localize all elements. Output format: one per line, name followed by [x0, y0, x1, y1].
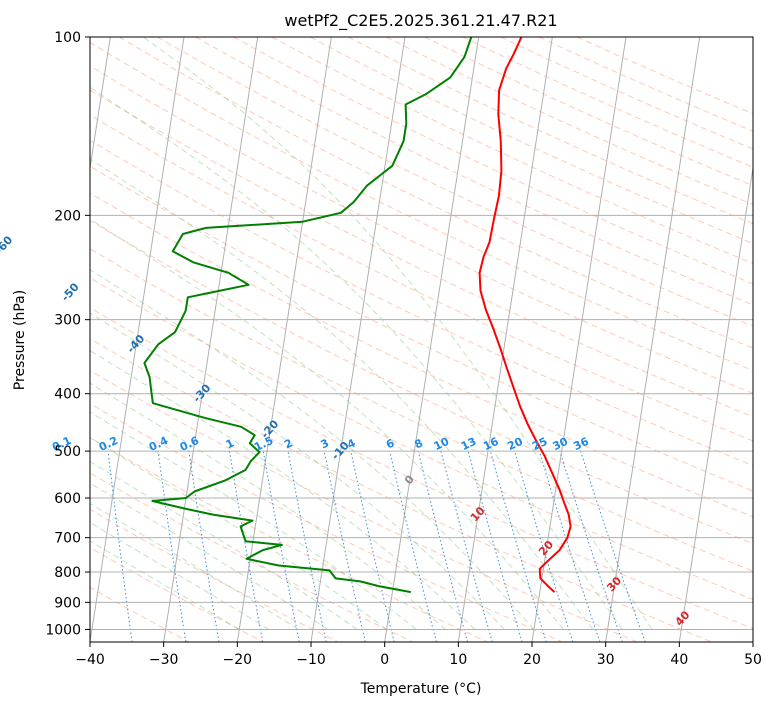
moist-adiabat: [90, 460, 358, 630]
dry-adiabat: [90, 114, 753, 442]
x-tick-label: 40: [670, 652, 688, 668]
x-tick-label: 0: [380, 652, 389, 668]
y-tick-label: 700: [54, 531, 81, 547]
moist-adiabat: [90, 437, 387, 630]
y-axis: 100 200 300 400 500 600 700 800 900 1000: [45, 30, 90, 638]
dewpoint-line: [143, 37, 473, 594]
temperature-line: [478, 37, 572, 593]
y-tick-label: 600: [54, 491, 81, 507]
dry-adiabat: [90, 338, 712, 642]
dry-adiabat: [347, 37, 753, 225]
plot-frame: [89, 36, 754, 643]
moist-adiabat: [90, 382, 446, 630]
moist-adiabat: [90, 540, 240, 630]
moist-adiabat: [142, 37, 653, 630]
dry-adiabat: [386, 37, 753, 206]
dry-adiabat: [90, 437, 488, 642]
dry-adiabat: [157, 37, 753, 327]
isotherm-line: [605, 37, 701, 642]
mixing-ratio-label: 13: [459, 435, 478, 453]
dry-adiabat: [195, 37, 753, 306]
y-tick-label: 100: [54, 30, 81, 46]
dry-adiabat: [90, 508, 339, 642]
x-tick-label: −30: [149, 652, 179, 668]
y-tick-label: 300: [54, 313, 81, 329]
dry-adiabat: [118, 37, 753, 349]
y-tick-label: 400: [54, 387, 81, 403]
x-tick-label: 10: [449, 652, 467, 668]
moist-adiabat: [90, 218, 564, 630]
x-tick-label: −10: [296, 652, 326, 668]
moist-adiabat: [90, 86, 623, 630]
dry-adiabat: [90, 248, 753, 572]
y-tick-label: 200: [54, 208, 81, 224]
x-axis: −40 −30 −20 −10 0 10 20 30 40 50: [75, 642, 762, 668]
isotherm-line: [310, 37, 406, 642]
x-tick-label: 20: [523, 652, 541, 668]
x-axis-label: Temperature (°C): [360, 681, 482, 697]
moist-adiabat: [90, 158, 594, 630]
isotherm-line: [384, 37, 480, 642]
isotherm-line: [163, 37, 259, 642]
dry-adiabat: [90, 277, 753, 601]
dry-adiabat: [271, 37, 753, 265]
mixing-ratio-label: 16: [481, 435, 501, 453]
mixing-ratio-label: 20: [505, 435, 525, 453]
dry-adiabat: [90, 89, 753, 418]
isotherm-line: [90, 37, 185, 642]
mixing-ratio-label: 10: [432, 435, 452, 453]
mixing-ratio-label: 30: [551, 435, 571, 453]
chart-title: wetPf2_C2E5.2025.361.21.47.R21: [284, 11, 557, 31]
dry-adiabat: [90, 402, 563, 642]
x-tick-label: 50: [744, 652, 762, 668]
dry-adiabat: [90, 41, 753, 372]
y-tick-label: 900: [54, 595, 81, 611]
isotherm-line: [678, 164, 753, 642]
moist-adiabat: [90, 349, 476, 630]
isotherm-line: [531, 37, 627, 642]
data-series: [143, 37, 572, 594]
mixing-ratio-label: 25: [530, 435, 549, 453]
isotherm-line: [457, 37, 553, 642]
x-tick-label: 30: [597, 652, 615, 668]
mixing-ratio-label: 36: [571, 435, 591, 453]
y-tick-label: 1000: [45, 622, 81, 638]
x-tick-label: −40: [75, 652, 105, 668]
y-tick-label: 800: [54, 565, 81, 581]
dry-adiabat: [90, 219, 753, 545]
pressure-gridlines: [90, 37, 753, 630]
x-tick-label: −20: [223, 652, 253, 668]
isotherm-line: [90, 37, 111, 172]
moist-adiabat: [90, 521, 270, 630]
y-tick-label: 500: [54, 444, 81, 460]
background-lines: [90, 37, 753, 642]
moist-adiabat: [90, 411, 417, 630]
y-axis-label: Pressure (hPa): [12, 290, 28, 390]
dry-adiabat: [90, 165, 753, 492]
